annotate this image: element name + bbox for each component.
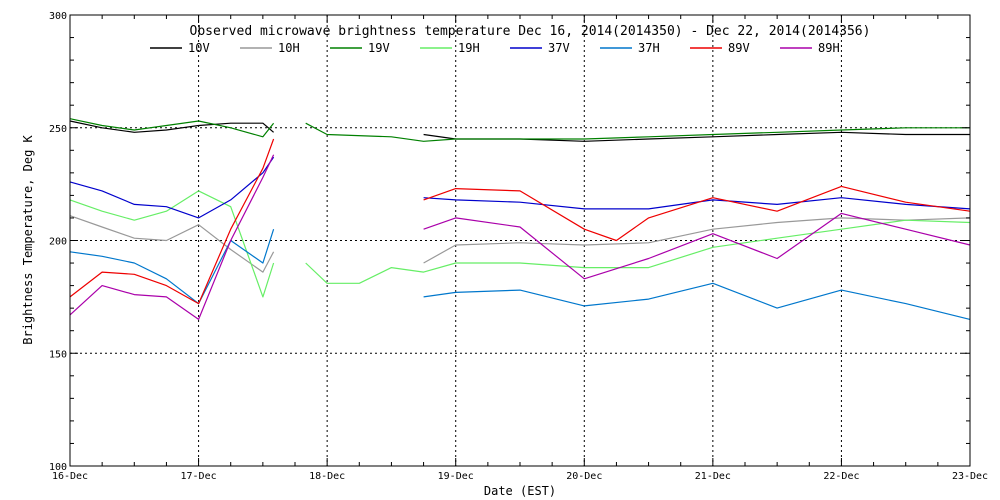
- legend-label-89H: 89H: [818, 41, 840, 55]
- x-tick-label: 22-Dec: [823, 471, 859, 482]
- legend-label-89V: 89V: [728, 41, 750, 55]
- series-10H: [69, 215, 971, 273]
- legend-label-37H: 37H: [638, 41, 660, 55]
- series-line-37V: [423, 197, 971, 210]
- series-lines: [69, 118, 971, 320]
- y-tick-label: 150: [49, 349, 67, 360]
- series-line-89H: [69, 154, 275, 320]
- x-tick-label: 19-Dec: [438, 471, 474, 482]
- series-19V: [69, 118, 970, 142]
- series-line-37H: [423, 282, 971, 320]
- legend-label-37V: 37V: [548, 41, 570, 55]
- series-line-10V: [69, 120, 274, 133]
- series-line-89V: [423, 185, 971, 242]
- x-tick-label: 18-Dec: [309, 471, 345, 482]
- axis-ticks: 16-Dec 17-Dec 18-Dec 19-Dec 20-Dec 21-Dec 22-D…: [49, 11, 988, 482]
- series-19H: [69, 190, 971, 298]
- legend-label-10H: 10H: [278, 41, 300, 55]
- series-line-37H: [69, 229, 275, 305]
- legend-label-19V: 19V: [368, 41, 390, 55]
- x-axis-label: Date (EST): [484, 484, 556, 498]
- series-89H: [69, 154, 971, 320]
- x-tick-label: 16-Dec: [52, 471, 88, 482]
- x-tick-label: 23-Dec: [952, 471, 988, 482]
- series-line-19H: [305, 219, 971, 284]
- x-tick-label: 21-Dec: [695, 471, 731, 482]
- legend-label-19H: 19H: [458, 41, 480, 55]
- y-axis-label: Brightness Temperature, Deg K: [21, 134, 35, 344]
- x-tick-label: 17-Dec: [181, 471, 217, 482]
- series-37H: [69, 229, 971, 320]
- y-tick-label: 100: [49, 462, 67, 473]
- series-line-89V: [69, 138, 275, 305]
- y-tick-label: 250: [49, 124, 67, 135]
- series-89V: [69, 138, 971, 305]
- series-line-19H: [69, 190, 275, 298]
- y-tick-label: 300: [49, 11, 67, 22]
- y-tick-label: 200: [49, 237, 67, 248]
- x-tick-label: 20-Dec: [566, 471, 602, 482]
- series-line-10H: [423, 217, 971, 264]
- chart-title: Observed microwave brightness temperatur…: [190, 24, 871, 39]
- series-line-19V: [69, 118, 275, 138]
- legend-label-10V: 10V: [188, 41, 210, 55]
- grid: [70, 15, 970, 466]
- legend: 10V 10H 19V 19H 37V 37H 89V 89H: [150, 41, 840, 55]
- series-line-10H: [69, 215, 275, 273]
- series-line-89H: [423, 212, 971, 280]
- series-line-19V: [305, 122, 970, 142]
